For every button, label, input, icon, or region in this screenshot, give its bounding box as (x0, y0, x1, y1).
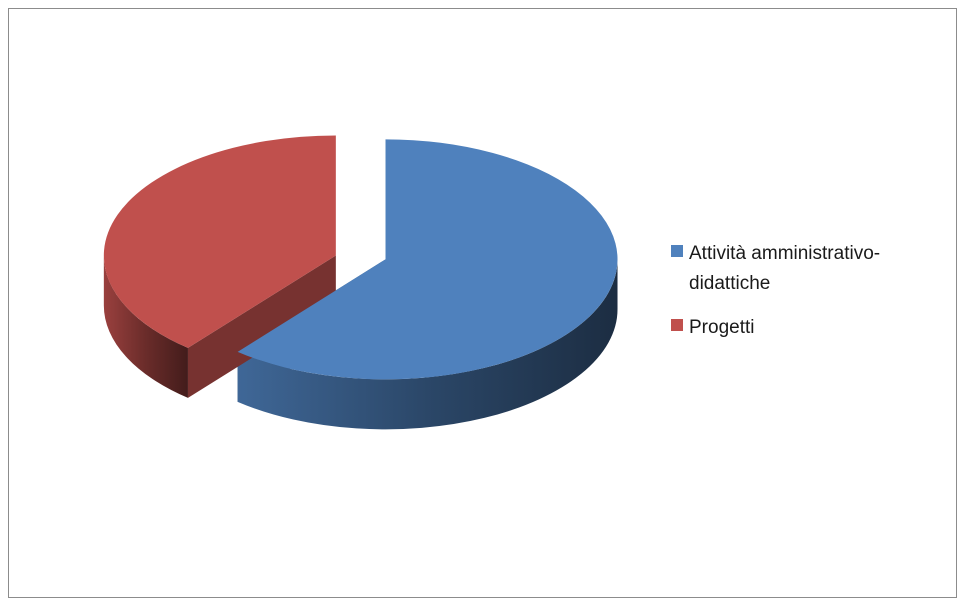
chart-area: Attività amministrativo-didattiche Proge… (8, 8, 957, 598)
slice-2-side-wall (103, 255, 188, 398)
slice-2-cut-face-1 (187, 255, 336, 398)
legend-item-attivita: Attività amministrativo-didattiche (671, 239, 959, 299)
pie-plot (103, 135, 618, 430)
legend-label-attivita: Attività amministrativo-didattiche (689, 243, 881, 294)
slice-1-top (237, 139, 618, 380)
legend-item-progetti: Progetti (671, 313, 959, 343)
legend-label-progetti: Progetti (689, 317, 755, 338)
slice-2-top (103, 135, 336, 348)
legend-swatch-progetti (671, 319, 683, 331)
chart-legend: Attività amministrativo-didattiche Proge… (671, 239, 959, 357)
legend-swatch-attivita (671, 245, 683, 257)
slice-1-side-wall (237, 259, 618, 430)
